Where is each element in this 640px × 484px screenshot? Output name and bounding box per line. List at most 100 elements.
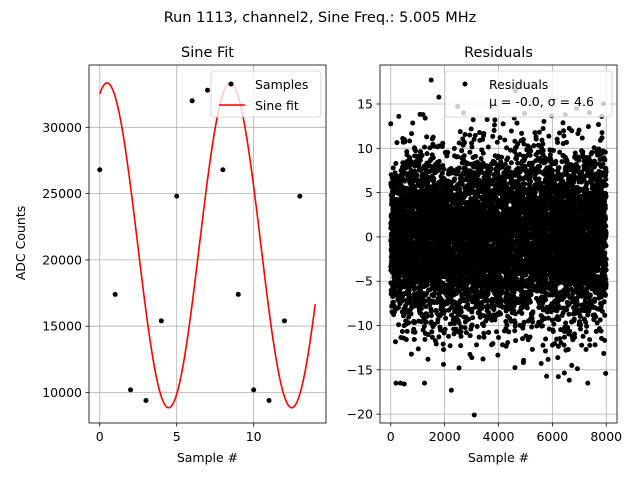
residual-point: [402, 139, 407, 144]
residual-point: [425, 151, 430, 156]
residual-point: [452, 177, 457, 182]
residual-point: [512, 328, 517, 333]
sample-point: [159, 318, 164, 323]
residual-point: [512, 365, 517, 370]
residual-point: [431, 135, 436, 140]
residual-point: [486, 310, 491, 315]
sample-point: [267, 398, 272, 403]
sample-point: [97, 167, 102, 172]
legend-sine-fit-label: Sine fit: [255, 98, 299, 113]
residuals-x-tick-label: 8000: [590, 429, 622, 444]
residual-point: [388, 121, 393, 126]
sample-point: [128, 387, 133, 392]
residual-point: [506, 329, 511, 334]
residual-point: [422, 145, 427, 150]
residual-point: [514, 121, 519, 126]
residual-point: [469, 144, 474, 149]
residual-point: [452, 146, 457, 151]
residual-point: [424, 319, 429, 324]
sample-point: [220, 167, 225, 172]
residual-point: [502, 138, 507, 143]
residual-point: [469, 126, 474, 131]
residual-point: [458, 343, 463, 348]
residual-point: [477, 335, 482, 340]
legend-samples-label: Samples: [255, 77, 308, 92]
residual-point: [420, 153, 425, 158]
residual-point: [519, 131, 524, 136]
residual-point: [501, 121, 506, 126]
residual-point: [492, 117, 497, 122]
sine-fit-y-tick-label: 20000: [42, 252, 82, 267]
residuals-x-tick-label: 4000: [483, 429, 515, 444]
residual-point: [393, 161, 398, 166]
residual-point: [471, 117, 476, 122]
residual-point: [495, 140, 500, 145]
residual-point: [463, 132, 468, 137]
residual-point: [513, 323, 518, 328]
residual-point: [415, 173, 420, 178]
residual-point: [419, 306, 424, 311]
sine-fit-title: Sine Fit: [181, 45, 234, 61]
residual-point: [509, 128, 514, 133]
residuals-xlabel: Sample #: [468, 450, 529, 465]
residual-point: [505, 156, 510, 161]
figure-suptitle: Run 1113, channel2, Sine Freq.: 5.005 MH…: [164, 10, 477, 26]
residual-point: [498, 135, 503, 140]
residual-point: [496, 335, 501, 340]
residual-point: [441, 342, 446, 347]
sample-point: [174, 194, 179, 199]
residual-point: [406, 320, 411, 325]
residual-point: [477, 130, 482, 135]
sine-fit-legend: Samples Sine fit: [211, 71, 321, 117]
residual-point: [409, 131, 414, 136]
residuals-y-tick-label: −15: [347, 362, 373, 377]
residual-point: [400, 329, 405, 334]
residuals-y-tick-label: −10: [347, 318, 373, 333]
residual-point: [485, 117, 490, 122]
residual-point: [407, 139, 412, 144]
residual-point: [468, 333, 473, 338]
residual-point: [458, 334, 463, 339]
residual-point: [505, 340, 510, 345]
sample-point: [282, 318, 287, 323]
residual-point: [408, 311, 413, 316]
residual-point: [457, 165, 462, 170]
residual-point: [474, 342, 479, 347]
residual-point: [463, 325, 468, 330]
residual-point: [441, 347, 446, 352]
sine-fit-y-tick-label: 15000: [42, 319, 82, 334]
residual-point: [434, 341, 439, 346]
residual-point: [416, 346, 421, 351]
residual-point: [424, 134, 429, 139]
residual-point: [448, 343, 453, 348]
residual-point: [409, 352, 414, 357]
residuals-y-tick-label: −5: [355, 274, 373, 289]
residual-point: [481, 151, 486, 156]
residual-point: [486, 145, 491, 150]
residual-point: [422, 381, 427, 386]
residual-point: [486, 330, 491, 335]
sine-fit-xlabel: Sample #: [177, 450, 238, 465]
residual-point: [519, 311, 524, 316]
sine-fit-x-tick-label: 10: [246, 429, 262, 444]
residual-point: [509, 160, 514, 165]
residual-point: [504, 322, 509, 327]
residual-point: [481, 131, 486, 136]
residual-point: [424, 314, 429, 319]
sample-point: [297, 194, 302, 199]
residuals-x-tick-label: 6000: [536, 429, 568, 444]
residual-point: [459, 309, 464, 314]
residual-point: [429, 329, 434, 334]
residual-point: [457, 365, 462, 370]
residual-point: [393, 339, 398, 344]
residual-point: [462, 153, 467, 158]
residual-point: [480, 357, 485, 362]
sine-fit-y-tick-label: 10000: [42, 385, 82, 400]
residual-point: [404, 337, 409, 342]
residuals-x-tick-label: 0: [387, 429, 395, 444]
residual-point: [490, 134, 495, 139]
residual-point: [498, 311, 503, 316]
sine-fit-ylabel: ADC Counts: [13, 206, 28, 281]
residual-point: [458, 129, 463, 134]
residual-point: [479, 156, 484, 161]
